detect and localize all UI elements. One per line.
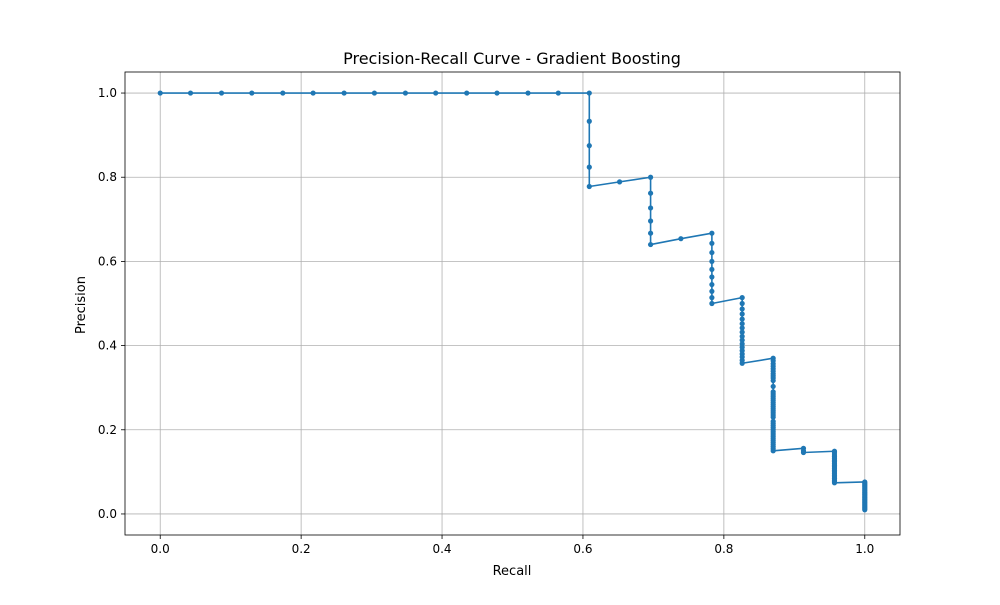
data-point xyxy=(433,90,439,96)
data-point xyxy=(647,190,654,196)
data-point xyxy=(739,325,745,331)
data-point xyxy=(647,230,654,236)
x-tick-label: 1.0 xyxy=(855,542,874,556)
data-point xyxy=(739,329,745,335)
data-point xyxy=(800,449,807,456)
data-point xyxy=(586,183,592,190)
series-layer xyxy=(157,90,868,513)
data-point xyxy=(555,90,561,96)
x-tick-label: 0.0 xyxy=(151,542,170,556)
data-point xyxy=(862,507,868,513)
data-point xyxy=(187,90,194,96)
data-point xyxy=(464,90,470,96)
data-point xyxy=(770,448,776,454)
data-point xyxy=(739,295,745,301)
data-point xyxy=(525,90,531,96)
data-point xyxy=(709,240,715,246)
data-point xyxy=(494,90,500,96)
data-point xyxy=(739,306,745,312)
y-tick-label: 0.2 xyxy=(98,423,117,437)
data-point xyxy=(831,480,838,486)
data-point xyxy=(647,218,654,224)
y-axis-label: Precision xyxy=(74,276,89,334)
grid-layer xyxy=(125,72,900,535)
data-point xyxy=(371,90,378,96)
axes-layer xyxy=(124,71,901,536)
data-point xyxy=(280,90,286,96)
data-point xyxy=(249,90,255,96)
x-tick-label: 0.4 xyxy=(432,542,451,556)
data-point xyxy=(586,90,592,96)
data-point xyxy=(709,288,715,294)
data-point xyxy=(770,377,776,384)
data-point xyxy=(586,118,592,124)
data-point xyxy=(586,143,592,149)
data-point xyxy=(709,249,715,256)
data-point xyxy=(739,337,745,343)
tick-layer: 0.0 0.2 0.4 0.6 0.8 1.0 0.0 0.2 0.4 0.6 0.8 1.0 xyxy=(98,86,874,556)
data-point xyxy=(402,90,409,96)
y-tick-label: 0.4 xyxy=(98,339,117,353)
data-point xyxy=(709,295,715,301)
data-point xyxy=(739,300,745,307)
data-point xyxy=(739,333,745,339)
x-tick-label: 0.6 xyxy=(573,542,592,556)
data-point xyxy=(341,90,347,96)
data-point xyxy=(586,164,592,170)
plot-frame xyxy=(124,71,901,536)
series-line xyxy=(160,92,866,510)
data-point xyxy=(709,300,715,307)
data-point xyxy=(709,274,715,280)
y-tick-label: 0.8 xyxy=(98,170,117,184)
data-point xyxy=(739,316,745,322)
x-tick-label: 0.8 xyxy=(714,542,733,556)
data-point xyxy=(739,311,745,317)
data-point xyxy=(709,266,715,273)
data-point xyxy=(678,236,684,242)
data-point xyxy=(709,258,715,265)
data-point xyxy=(770,414,776,420)
y-tick-label: 0.0 xyxy=(98,507,117,521)
y-tick-label: 1.0 xyxy=(98,86,117,100)
data-point xyxy=(218,90,225,96)
data-point xyxy=(770,383,776,390)
data-point xyxy=(310,90,316,96)
data-point xyxy=(739,360,745,366)
x-tick-label: 0.2 xyxy=(292,542,311,556)
x-axis-label: Recall xyxy=(493,564,532,579)
data-point xyxy=(647,241,654,248)
data-point xyxy=(709,281,715,288)
data-point xyxy=(647,174,654,180)
data-point xyxy=(616,179,623,185)
chart-title: Precision-Recall Curve - Gradient Boosti… xyxy=(343,49,681,68)
data-point xyxy=(709,230,715,236)
data-point xyxy=(647,205,654,211)
data-point xyxy=(157,90,163,96)
y-tick-label: 0.6 xyxy=(98,254,117,268)
data-point xyxy=(739,321,745,327)
